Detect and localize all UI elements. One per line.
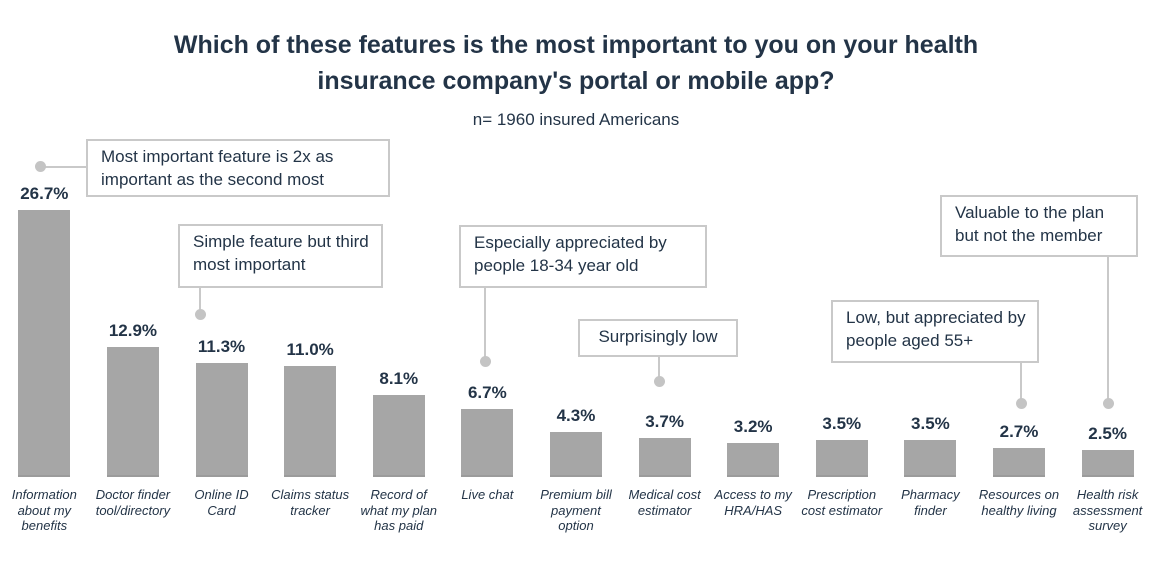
bar-column: 3.2% (709, 417, 798, 477)
annotation-18-34: Especially appreciated by people 18-34 y… (459, 225, 707, 288)
bar-column: 3.5% (886, 414, 975, 477)
bar-category-label: Live chat (461, 487, 514, 502)
bar-value-label: 12.9% (108, 321, 158, 340)
callout-line (199, 288, 201, 312)
chart-title: Which of these features is the most impo… (173, 31, 979, 95)
bar (284, 366, 337, 477)
bar-column: 11.3% (177, 337, 266, 477)
bar-category-label: Online ID Card (194, 487, 249, 518)
annotation-surprisingly-low: Surprisingly low (578, 319, 738, 357)
bar (549, 432, 602, 477)
bar (815, 440, 868, 477)
bar-value-label: 3.7% (645, 412, 684, 431)
bar-value-label: 2.7% (999, 422, 1039, 441)
bar-value-label: 8.1% (379, 369, 419, 388)
bar-category-label: Health risk assessment survey (1072, 487, 1143, 534)
bar (195, 363, 248, 477)
bar-column: 3.7% (620, 412, 709, 477)
callout-dot (1103, 398, 1114, 409)
annotation-simple-feature: Simple feature but third most important (178, 224, 383, 288)
callout-dot (654, 376, 665, 387)
callout-dot (195, 309, 206, 320)
bar (18, 210, 71, 477)
bar-category-label: Claims status tracker (271, 487, 350, 518)
bar (904, 440, 957, 477)
bar-value-label: 2.5% (1088, 424, 1127, 443)
annotation-aged-55: Low, but appreciated by people aged 55+ (831, 300, 1039, 363)
bar (461, 409, 514, 477)
bar-value-label: 11.3% (197, 337, 246, 356)
bar-column: 2.5% (1063, 424, 1152, 477)
callout-line (1107, 257, 1109, 401)
annotation-most-important: Most important feature is 2x as importan… (86, 139, 390, 197)
bar (1081, 450, 1134, 477)
bar-category-label: Pharmacy finder (901, 487, 960, 518)
bar-column: 3.5% (797, 414, 886, 477)
callout-dot (35, 161, 46, 172)
bar-value-label: 4.3% (556, 406, 596, 425)
callout-dot (480, 356, 491, 367)
bar-category-label: Medical cost estimator (628, 487, 701, 518)
bar-value-label: 11.0% (286, 340, 334, 359)
bar-value-label: 26.7% (20, 184, 69, 203)
bar (727, 443, 780, 477)
bar-value-label: 3.5% (911, 414, 950, 433)
callout-line (658, 357, 660, 379)
bar-category-label: Premium bill payment option (540, 487, 612, 534)
bar-column: 12.9% (89, 321, 178, 477)
bar-column: 8.1% (354, 369, 443, 477)
chart-subtitle: n= 1960 insured Americans (472, 110, 680, 129)
bar (372, 395, 425, 477)
callout-line (45, 166, 86, 168)
bar-column: 4.3% (532, 406, 621, 477)
bar-column: 11.0% (266, 340, 355, 477)
callout-dot (1016, 398, 1027, 409)
annotation-plan-not-member: Valuable to the plan but not the member (940, 195, 1138, 257)
bar-value-label: 6.7% (467, 383, 507, 402)
bar-category-label: Record of what my plan has paid (360, 487, 438, 534)
bar-column: 26.7% (0, 184, 89, 477)
callout-line (484, 288, 486, 359)
bar-column: 2.7% (975, 422, 1064, 477)
bar-category-label: Information about my benefits (11, 487, 77, 534)
bars-row: 26.7% 12.9% 11.3% 11.0% 8.1% 6.7% (0, 184, 1152, 477)
bar-value-label: 3.5% (822, 414, 862, 433)
callout-line (1020, 363, 1022, 401)
bar (638, 438, 691, 477)
bar-category-label: Prescription cost estimator (801, 487, 883, 518)
bar-value-label: 3.2% (733, 417, 773, 436)
bar-category-label: Resources on healthy living (978, 487, 1060, 518)
bar-column: 6.7% (443, 383, 532, 477)
bar (106, 347, 159, 477)
category-axis: Information about my benefits Doctor fin… (0, 487, 1152, 534)
bar-category-label: Doctor finder tool/directory (95, 487, 171, 518)
bar-category-label: Access to my HRA/HAS (714, 487, 792, 518)
bar (993, 448, 1045, 477)
